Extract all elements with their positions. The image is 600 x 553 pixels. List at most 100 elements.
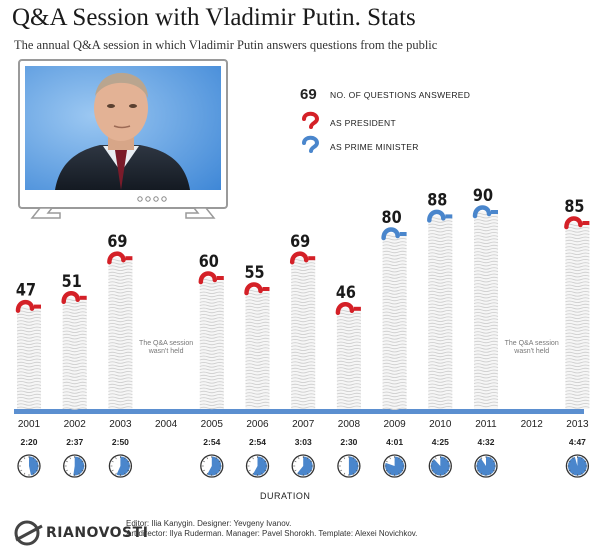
duration-label: 2:54 (203, 437, 220, 447)
legend-sample-number: 69 (300, 86, 317, 103)
clock-tick (572, 472, 574, 475)
bar-2002 (61, 291, 87, 410)
page-title: Q&A Session with Vladimir Putin. Stats (12, 4, 416, 31)
bar-2003 (107, 251, 133, 409)
clock-fill (252, 456, 268, 476)
duration-label: 3:03 (295, 437, 312, 447)
clock-fill (116, 456, 130, 476)
clock-tick (81, 460, 84, 463)
portrait-photo (55, 72, 190, 190)
clock-tick (20, 460, 23, 463)
clock-tick (581, 472, 583, 475)
legend-president: AS PRESIDENT (300, 110, 396, 136)
value-label: 69 (107, 231, 127, 251)
clock-tick (111, 460, 114, 463)
duration-label: 4:01 (386, 437, 403, 447)
clock-fill (207, 456, 222, 476)
year-label: 2004 (155, 419, 178, 430)
clock-tick (206, 472, 209, 475)
clock-tick (23, 472, 26, 475)
clock-tick (20, 469, 23, 472)
year-label: 2005 (201, 419, 224, 430)
tv-stand-left (30, 207, 61, 219)
clock-tick (65, 460, 68, 463)
clock-tick (568, 460, 571, 463)
value-label: 90 (473, 185, 493, 205)
value-label: 46 (336, 282, 356, 302)
year-label: 2010 (429, 419, 452, 430)
clock-tick (343, 457, 346, 460)
clock-tick (398, 472, 400, 475)
clock-fill (29, 456, 39, 476)
clock-tick (340, 469, 343, 472)
clock-tick (115, 457, 117, 460)
clock-tick (306, 472, 309, 475)
clock-tick (435, 457, 437, 460)
credits-line-1: Editor: Ilia Kanygin. Designer: Yevgeny … (126, 519, 292, 528)
clock-tick (447, 460, 450, 463)
clock-fill (348, 456, 359, 476)
clock-tick (261, 472, 263, 475)
clock-tick (385, 460, 388, 463)
clock-tick (343, 472, 346, 475)
clock-tick (431, 460, 434, 463)
question-mark-blue-icon (302, 135, 320, 153)
duration-label: 4:32 (477, 437, 494, 447)
bar-2013 (564, 216, 590, 409)
clock-tick (584, 460, 587, 463)
value-label: 85 (564, 196, 584, 216)
clock-fill (73, 456, 85, 476)
clock-tick (215, 457, 218, 460)
chart-baseline (14, 409, 584, 414)
not-held-note: The Q&A session wasn't held (139, 340, 193, 355)
legend-questions-label: NO. OF QUESTIONS ANSWERED (330, 89, 471, 100)
clock-tick (248, 469, 251, 472)
clock-tick (355, 460, 358, 463)
clock-tick (69, 457, 71, 460)
clock-tick (444, 457, 446, 460)
bar-2008 (335, 302, 362, 409)
clock-fill (567, 456, 587, 476)
bar-2001 (15, 299, 42, 409)
clock-tick (480, 457, 483, 460)
clock-fill (385, 456, 405, 476)
value-label: 88 (427, 189, 447, 209)
year-label: 2009 (383, 419, 406, 430)
legend-prime-minister: AS PRIME MINISTER (300, 134, 419, 160)
clock-tick (401, 469, 404, 472)
clock-tick (264, 469, 267, 472)
ria-novosti-logo: RIANOVOSTI (14, 520, 148, 546)
not-held-note: The Q&A session wasn't held (505, 340, 559, 355)
clock-tick (568, 469, 571, 472)
clock-tick (398, 457, 400, 460)
clock-tick (294, 460, 297, 463)
clock-tick (492, 469, 495, 472)
clock-tick (385, 469, 388, 472)
year-label: 2002 (64, 419, 87, 430)
clock-tick (32, 457, 35, 460)
clock-tick (32, 472, 35, 475)
duration-label: 4:25 (432, 437, 449, 447)
clock-tick (306, 457, 309, 460)
clock-tick (69, 472, 71, 475)
clock-tick (431, 469, 434, 472)
clock-tick (444, 472, 446, 475)
clock-tick (294, 469, 297, 472)
clock-tick (492, 460, 495, 463)
year-label: 2003 (109, 419, 132, 430)
duration-axis-label: DURATION (260, 491, 311, 501)
tv-button (161, 196, 167, 202)
bar-2011 (472, 205, 499, 409)
bar-2010 (427, 209, 453, 409)
clock-tick (401, 460, 404, 463)
clock-tick (309, 460, 313, 463)
clock-tick (389, 457, 391, 460)
clock-tick (252, 457, 254, 460)
legend-president-label: AS PRESIDENT (330, 118, 396, 128)
value-label: 55 (244, 262, 264, 282)
value-label: 47 (16, 279, 36, 299)
tv-button (145, 196, 151, 202)
clock-tick (111, 469, 114, 472)
legend-questions: 69 NO. OF QUESTIONS ANSWERED (300, 86, 470, 103)
